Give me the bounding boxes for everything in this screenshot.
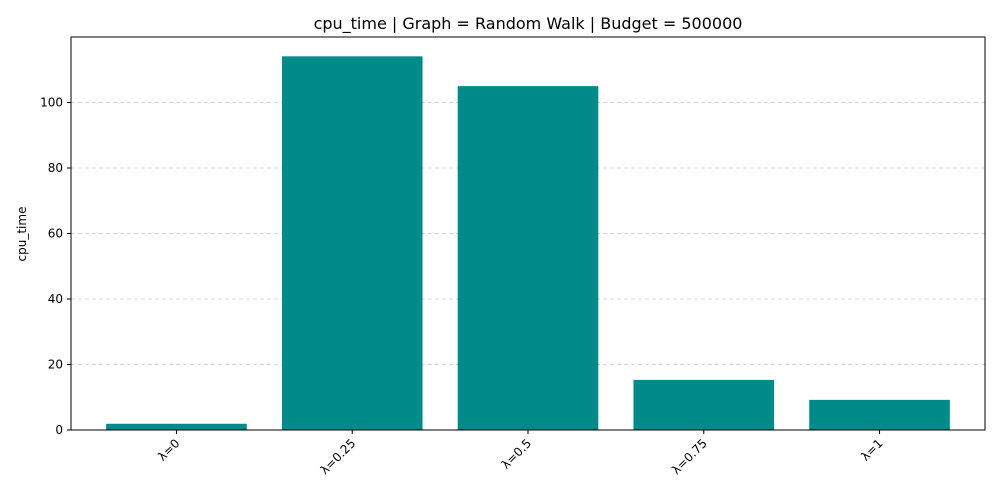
y-tick-label: 40 — [48, 292, 63, 306]
bar — [281, 56, 423, 430]
y-tick-label: 0 — [55, 423, 63, 437]
bar — [809, 399, 950, 430]
chart-title: cpu_time | Graph = Random Walk | Budget … — [314, 14, 743, 34]
y-tick-label: 100 — [40, 96, 63, 110]
x-tick-label: λ=1 — [858, 436, 885, 463]
bar — [457, 86, 599, 430]
y-axis-label: cpu_time — [15, 207, 29, 262]
x-ticks: λ=0 λ=0.25 λ=0.5 λ=0.75 λ=1 — [155, 430, 886, 477]
x-tick-label: λ=0.75 — [669, 436, 710, 477]
y-tick-label: 60 — [48, 227, 63, 241]
bar — [106, 423, 247, 430]
y-tick-label: 20 — [48, 358, 63, 372]
y-ticks: 0 20 40 60 80 100 — [40, 96, 71, 437]
x-tick-label: λ=0.5 — [499, 436, 535, 472]
x-tick-label: λ=0 — [155, 436, 182, 463]
bar — [633, 379, 775, 430]
bars — [106, 56, 950, 430]
y-tick-label: 80 — [48, 161, 63, 175]
x-tick-label: λ=0.25 — [317, 436, 358, 477]
